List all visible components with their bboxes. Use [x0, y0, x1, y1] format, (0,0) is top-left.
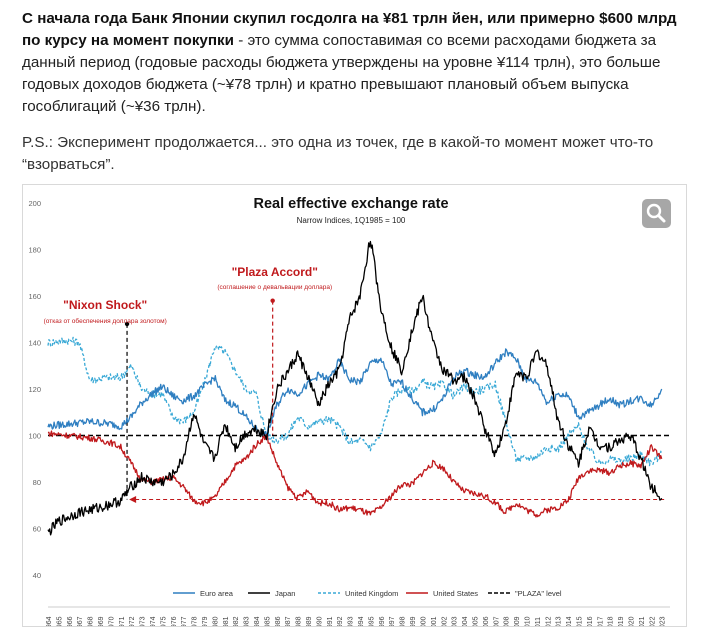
x-tick-label: 1976: [171, 616, 178, 626]
x-tick-label: 2020: [628, 616, 635, 626]
series-line-us: [47, 430, 663, 518]
x-tick-label: 2009: [514, 616, 521, 626]
x-tick-label: 2000: [420, 616, 427, 626]
x-tick-label: 1981: [223, 616, 230, 626]
x-tick-label: 1980: [212, 616, 219, 626]
annotation-title: "Nixon Shock": [63, 298, 147, 312]
x-tick-label: 2005: [472, 616, 479, 626]
x-tick-label: 2006: [483, 616, 490, 626]
x-tick-label: 1978: [192, 616, 199, 626]
series-line-euro: [47, 348, 663, 440]
magnifier-icon[interactable]: [642, 199, 671, 228]
x-tick-label: 1971: [119, 616, 126, 626]
annotation-dot: [270, 298, 275, 303]
x-tick-label: 1982: [233, 616, 240, 626]
y-tick-label: 200: [28, 199, 41, 208]
x-tick-label: 2004: [462, 616, 469, 626]
x-tick-label: 1990: [316, 616, 323, 626]
x-tick-label: 1979: [202, 616, 209, 626]
legend-label-euro: Euro area: [200, 589, 234, 598]
x-tick-label: 2002: [441, 616, 448, 626]
x-tick-label: 1989: [306, 616, 313, 626]
x-tick-label: 1974: [150, 616, 157, 626]
x-tick-label: 2008: [504, 616, 511, 626]
x-tick-label: 1968: [88, 616, 95, 626]
annotation-dot: [124, 321, 130, 327]
x-tick-label: 2013: [556, 616, 563, 626]
x-tick-label: 1996: [379, 616, 386, 626]
chart-subtitle: Narrow Indices, 1Q1985 = 100: [297, 216, 406, 225]
paragraph-main-bold: С начала года Банк Японии скупил госдолг…: [22, 10, 677, 49]
x-tick-label: 1998: [400, 616, 407, 626]
series-line-uk: [47, 336, 663, 467]
x-tick-label: 2011: [535, 617, 542, 626]
legend-label-japan: Japan: [275, 589, 295, 598]
x-tick-label: 2014: [566, 616, 573, 626]
series-line-japan: [47, 240, 663, 536]
x-tick-label: 2016: [587, 616, 594, 626]
x-tick-label: 1967: [77, 616, 84, 626]
x-tick-label: 1973: [140, 616, 147, 626]
post-text: С начала года Банк Японии скупил госдолг…: [22, 8, 687, 176]
x-tick-label: 1993: [348, 616, 355, 626]
x-tick-label: 1964: [46, 616, 53, 626]
x-tick-label: 2022: [649, 616, 656, 626]
x-tick-label: 1965: [56, 616, 63, 626]
paragraph-ps: P.S.: Эксперимент продолжается... это од…: [22, 134, 654, 173]
x-tick-label: 1992: [337, 616, 344, 626]
x-tick-label: 1987: [285, 616, 292, 626]
y-tick-label: 140: [28, 339, 41, 348]
x-tick-label: 1997: [389, 616, 396, 626]
annotation-note: (соглашение о девальвации доллара): [217, 284, 332, 291]
x-tick-label: 1983: [244, 616, 251, 626]
x-tick-label: 1975: [160, 616, 167, 626]
x-tick-label: 1994: [358, 616, 365, 626]
annotation-note: (отказ от обеспечения доллара золотом): [44, 317, 167, 325]
x-tick-label: 1972: [129, 616, 136, 626]
y-tick-label: 80: [33, 478, 41, 487]
x-tick-label: 1986: [275, 616, 282, 626]
x-tick-label: 2015: [576, 616, 583, 626]
legend-label-uk: United Kingdom: [345, 589, 398, 598]
x-tick-label: 2019: [618, 616, 625, 626]
y-tick-label: 180: [28, 246, 41, 255]
x-tick-label: 2017: [597, 616, 604, 626]
x-tick-label: 2010: [524, 616, 531, 626]
x-tick-label: 2007: [493, 616, 500, 626]
x-tick-label: 1991: [327, 616, 334, 626]
paragraph-main-rest: - это сумма сопоставимая со всеми расход…: [22, 32, 661, 115]
x-tick-label: 1995: [368, 616, 375, 626]
legend-label-plaza: "PLAZA" level: [515, 589, 562, 598]
x-tick-label: 1985: [264, 616, 271, 626]
x-tick-label: 1970: [108, 616, 115, 626]
x-tick-label: 1969: [98, 616, 105, 626]
y-tick-label: 100: [28, 432, 41, 441]
x-tick-label: 2018: [608, 616, 615, 626]
annotation-title: "Plaza Accord": [232, 265, 318, 279]
x-tick-label: 1988: [296, 616, 303, 626]
x-tick-label: 1999: [410, 616, 417, 626]
legend-label-us: United States: [433, 589, 478, 598]
y-tick-label: 120: [28, 385, 41, 394]
paragraph-main: С начала года Банк Японии скупил госдолг…: [22, 8, 687, 118]
y-tick-label: 160: [28, 292, 41, 301]
x-tick-label: 2021: [639, 616, 646, 626]
reference-arrow-head: [129, 495, 137, 503]
x-tick-label: 2012: [545, 616, 552, 626]
x-tick-label: 2003: [452, 616, 459, 626]
x-tick-label: 1966: [67, 616, 74, 626]
chart-title: Real effective exchange rate: [253, 196, 448, 212]
y-tick-label: 40: [33, 571, 41, 580]
x-tick-label: 2001: [431, 616, 438, 626]
x-tick-label: 2023: [660, 616, 667, 626]
y-tick-label: 60: [33, 525, 41, 534]
x-tick-label: 1984: [254, 616, 261, 626]
x-tick-label: 1977: [181, 616, 188, 626]
chart-image: 40 60 80 100 120 140 160 180 200 1964 1965 1966 196…: [22, 184, 687, 631]
